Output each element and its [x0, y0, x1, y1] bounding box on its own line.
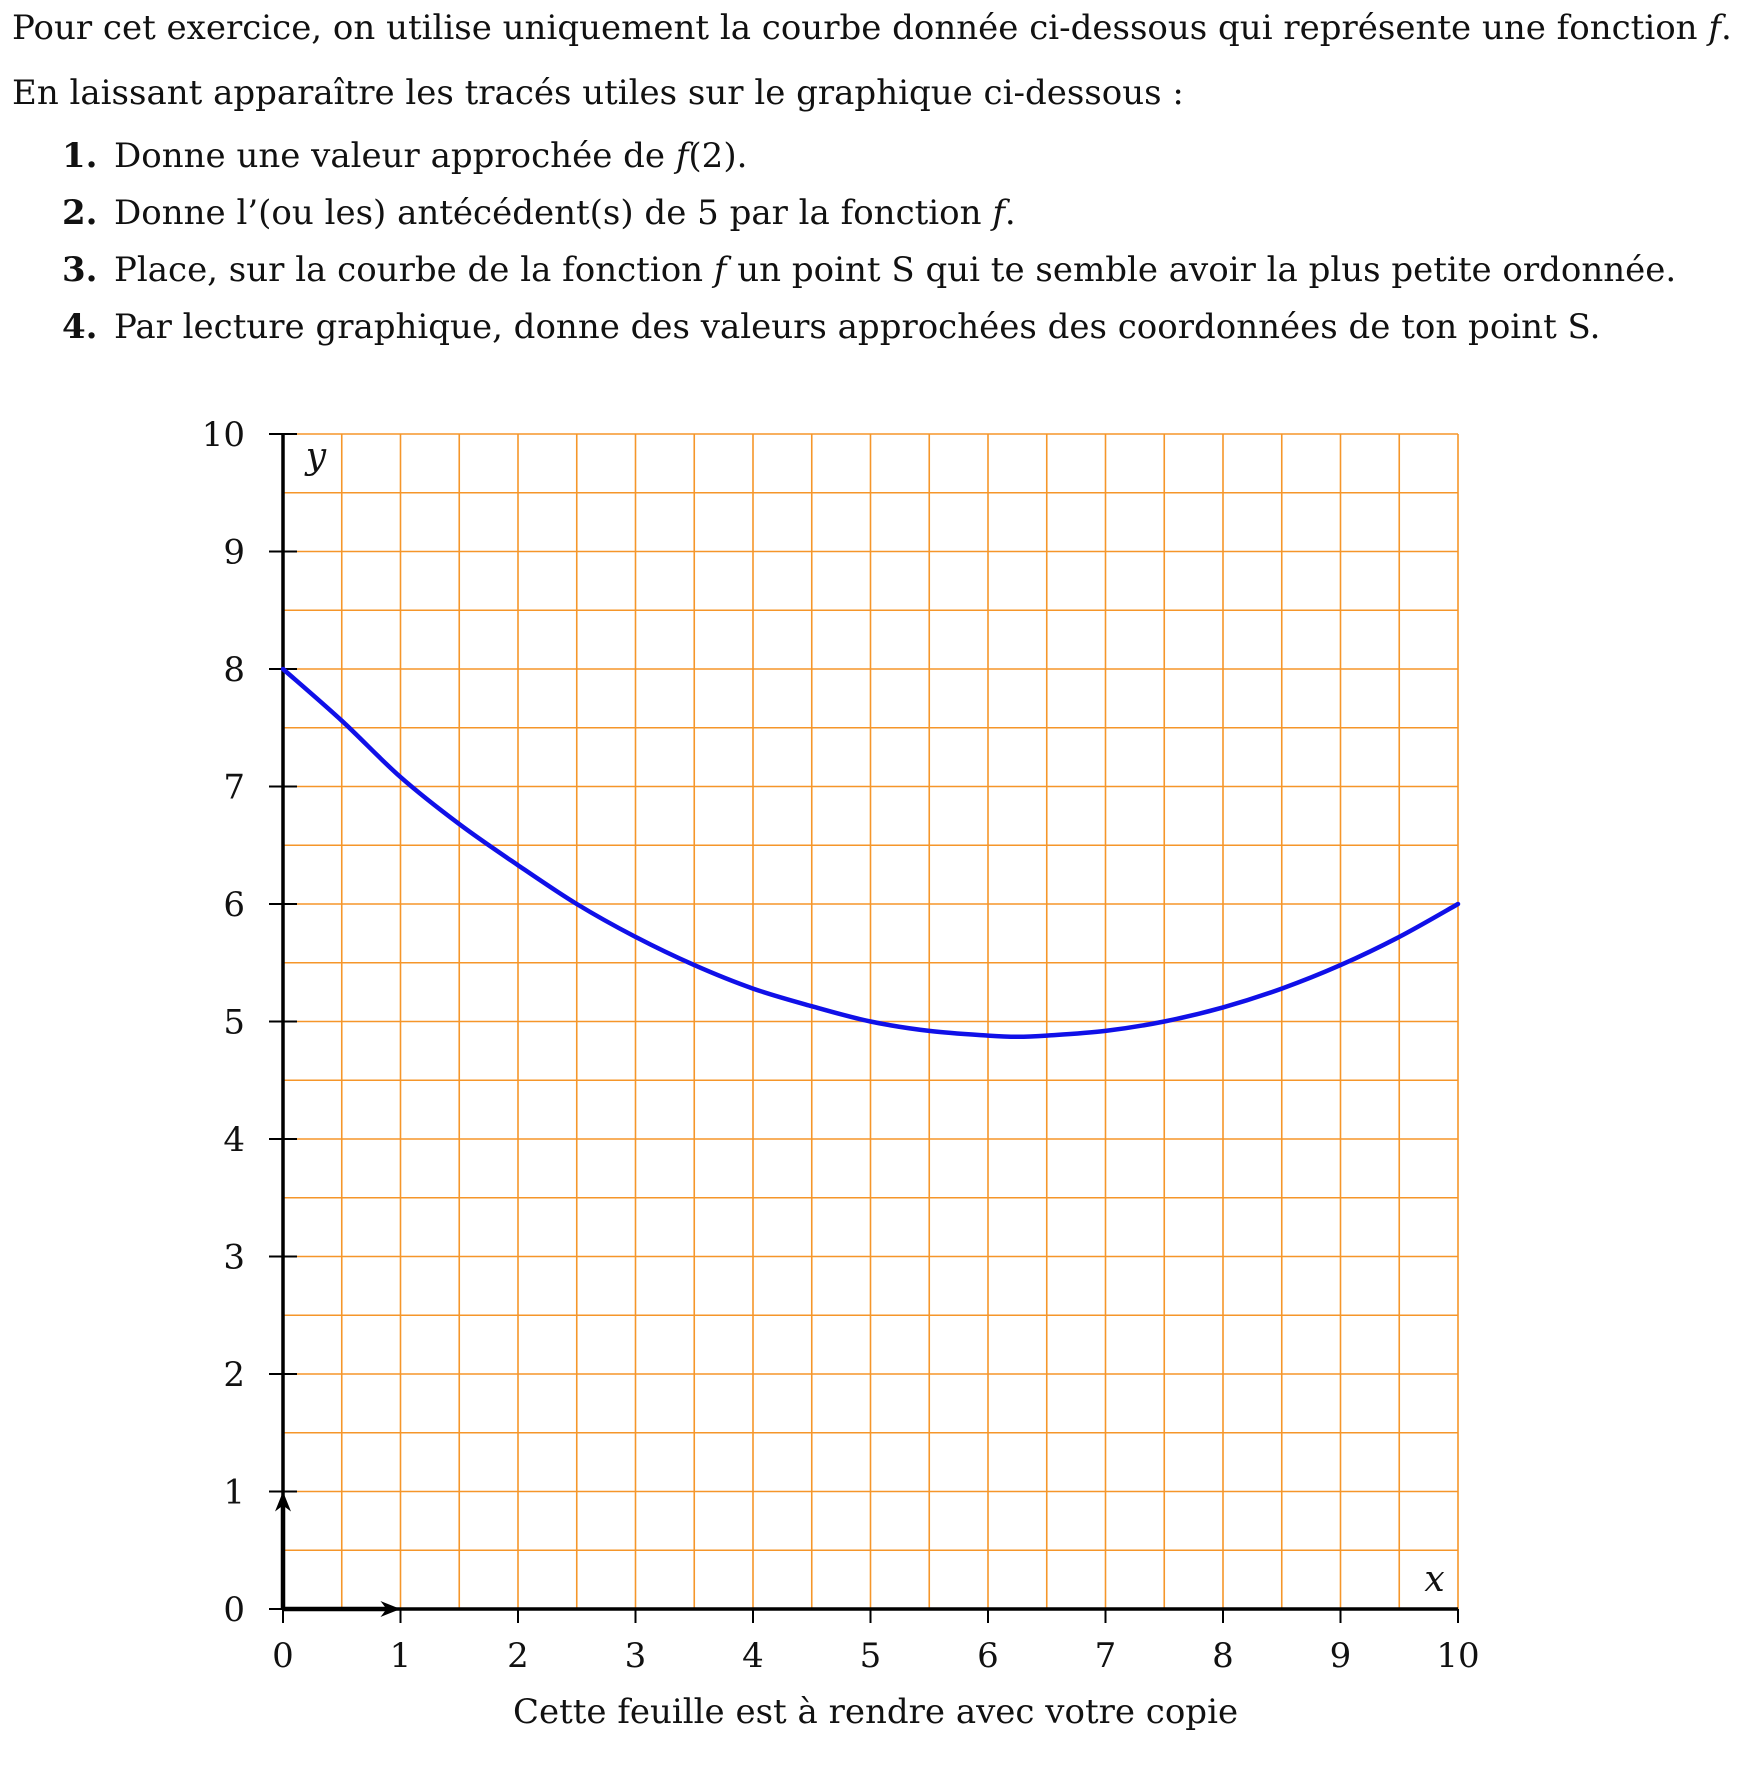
y-tick-label: 2	[223, 1355, 245, 1395]
intro-text: Pour cet exercice, on utilise uniquement…	[12, 8, 1709, 48]
question-text-end: (2).	[688, 136, 748, 176]
question-2: 2. Donne l’(ou les) antécédent(s) de 5 pa…	[62, 193, 1016, 233]
x-tick-label: 5	[860, 1636, 882, 1676]
x-tick-label: 0	[272, 1636, 294, 1676]
x-tick-label: 6	[977, 1636, 999, 1676]
question-number: 2.	[62, 193, 98, 233]
function-symbol: f	[713, 250, 727, 290]
question-text-end: un point S qui te semble avoir la plus p…	[726, 250, 1677, 290]
question-text: Place, sur la courbe de la fonction	[114, 250, 714, 290]
y-tick-label: 8	[223, 650, 245, 690]
intro-line-2: En laissant apparaître les tracés utiles…	[12, 73, 1184, 113]
unit-vector-j-arrowhead	[275, 1491, 291, 1512]
x-tick-label: 4	[742, 1636, 764, 1676]
x-axis-label: x	[1424, 1559, 1444, 1600]
y-tick-label: 4	[223, 1120, 245, 1160]
question-4: 4. Par lecture graphique, donne des valeu…	[62, 307, 1600, 347]
y-tick-label: 10	[202, 415, 245, 455]
question-text-end: .	[1004, 193, 1016, 233]
function-symbol: f	[992, 193, 1005, 233]
function-symbol: f	[675, 136, 689, 176]
y-tick-label: 7	[223, 768, 245, 808]
intro-line-1: Pour cet exercice, on utilise uniquement…	[12, 8, 1732, 48]
x-tick-label: 9	[1330, 1636, 1352, 1676]
footer-note: Cette feuille est à rendre avec votre co…	[512, 1692, 1239, 1732]
function-curve	[280, 666, 1461, 1040]
intro-end: .	[1720, 8, 1732, 48]
function-symbol: f	[1708, 8, 1721, 48]
y-tick-label: 1	[223, 1473, 245, 1513]
y-tick-label: 9	[223, 533, 245, 573]
y-axis-label: y	[304, 436, 327, 477]
question-1: 1. Donne une valeur approchée de f(2).	[62, 136, 747, 176]
question-number: 1.	[62, 136, 98, 176]
question-number: 3.	[62, 250, 98, 290]
unit-vector-i-arrowhead	[380, 1601, 401, 1617]
question-text: Donne l’(ou les) antécédent(s) de 5 par …	[114, 193, 993, 233]
x-tick-label: 3	[625, 1636, 647, 1676]
x-tick-label: 10	[1436, 1636, 1479, 1676]
x-tick-label: 8	[1212, 1636, 1234, 1676]
question-text: Par lecture graphique, donne des valeurs…	[114, 307, 1601, 347]
y-tick-label: 6	[223, 885, 245, 925]
question-text: Donne une valeur approchée de	[114, 136, 676, 176]
y-tick-label: 5	[223, 1003, 245, 1043]
y-tick-label: 3	[223, 1238, 245, 1278]
x-tick-label: 1	[390, 1636, 412, 1676]
x-tick-label: 7	[1095, 1636, 1117, 1676]
x-tick-label: 2	[507, 1636, 529, 1676]
y-tick-label: 0	[223, 1590, 245, 1630]
question-3: 3. Place, sur la courbe de la fonction f …	[62, 250, 1676, 290]
question-number: 4.	[62, 307, 98, 347]
